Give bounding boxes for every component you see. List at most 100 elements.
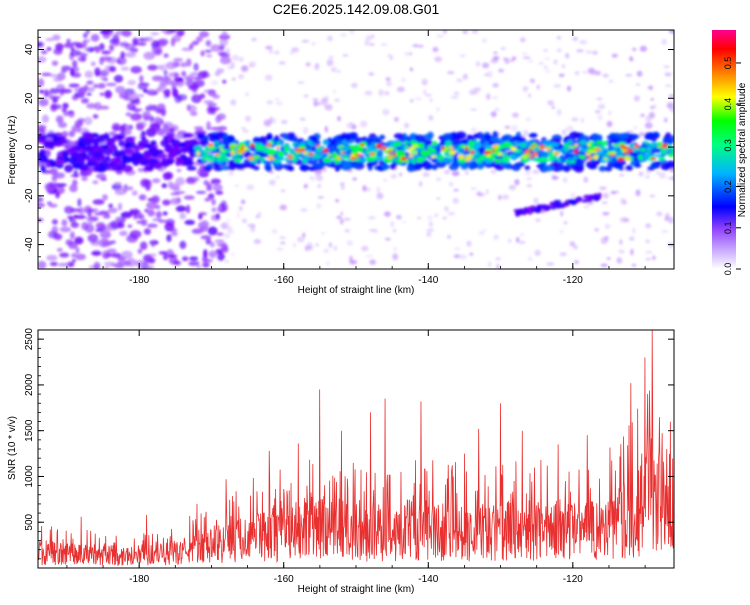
heatmap-cell <box>619 144 625 148</box>
heatmap-cell <box>519 142 528 149</box>
heatmap-cell <box>427 131 434 139</box>
heatmap-cell <box>96 165 107 173</box>
heatmap-cell <box>608 110 612 116</box>
heatmap-cell <box>504 125 511 129</box>
spectrogram-panel: -180 -160 -140 -120 -40 -20 0 20 40 Height of s… <box>7 29 675 296</box>
heatmap-cell <box>101 250 110 260</box>
heatmap-cell <box>404 145 409 149</box>
heatmap-cell <box>337 145 345 148</box>
heatmap-cell <box>137 248 143 254</box>
heatmap-cell <box>287 165 295 172</box>
heatmap-cell <box>251 37 257 42</box>
heatmap-cell <box>71 72 82 78</box>
heatmap-cell <box>78 206 85 215</box>
spectrogram-y-tick-label: 0 <box>24 144 35 150</box>
heatmap-cell <box>130 66 142 74</box>
heatmap-cell <box>492 55 500 61</box>
heatmap-cell <box>165 61 177 70</box>
heatmap-cell <box>38 98 49 107</box>
heatmap-cell <box>107 131 115 137</box>
heatmap-cell <box>323 248 330 253</box>
heatmap-cell <box>286 132 296 138</box>
heatmap-cell <box>280 189 286 192</box>
heatmap-cell <box>486 153 491 157</box>
heatmap-cell <box>235 162 246 170</box>
heatmap-cell <box>61 108 67 113</box>
heatmap-cell <box>655 170 661 175</box>
heatmap-cell <box>471 30 479 34</box>
heatmap-cell <box>521 154 528 159</box>
heatmap-cell <box>70 208 82 213</box>
heatmap-cell <box>326 260 330 266</box>
heatmap-cell <box>504 57 510 65</box>
heatmap-cell <box>120 51 125 59</box>
heatmap-cell <box>385 77 391 81</box>
heatmap-cell <box>383 211 391 217</box>
heatmap-cell <box>124 88 135 95</box>
heatmap-cell <box>476 158 483 164</box>
heatmap-cell <box>170 192 181 196</box>
heatmap-cell <box>160 30 169 33</box>
heatmap-cell <box>469 252 474 256</box>
heatmap-cell <box>655 161 662 166</box>
heatmap-cell <box>406 164 415 172</box>
heatmap-cell <box>55 43 64 51</box>
heatmap-cell <box>231 54 239 61</box>
heatmap-cell <box>592 194 601 199</box>
heatmap-cell <box>588 149 595 154</box>
heatmap-cell <box>202 157 207 162</box>
heatmap-cell <box>99 229 112 239</box>
heatmap-cell <box>315 242 319 247</box>
heatmap-cell <box>278 61 286 65</box>
heatmap-blobs <box>38 30 674 269</box>
heatmap-cell <box>388 146 394 151</box>
heatmap-cell <box>549 154 554 161</box>
heatmap-cell <box>287 154 294 159</box>
heatmap-cell <box>581 144 586 150</box>
heatmap-cell <box>271 117 277 124</box>
heatmap-cell <box>66 148 75 155</box>
heatmap-cell <box>204 49 212 53</box>
heatmap-cell <box>298 153 305 158</box>
heatmap-cell <box>253 166 260 171</box>
heatmap-cell <box>522 86 530 91</box>
heatmap-cell <box>522 56 531 60</box>
heatmap-cell <box>191 40 199 46</box>
heatmap-cell <box>511 56 517 60</box>
heatmap-cell <box>71 125 81 133</box>
spectrogram-y-ticks: -40 -20 0 20 40 <box>24 36 674 270</box>
heatmap-cell <box>192 176 199 180</box>
heatmap-cell <box>240 65 249 72</box>
heatmap-cell <box>484 158 492 164</box>
heatmap-cell <box>101 30 114 34</box>
heatmap-cell <box>514 135 523 141</box>
heatmap-cell <box>94 102 102 111</box>
heatmap-cell <box>486 70 493 78</box>
heatmap-cell <box>303 94 309 98</box>
heatmap-cell <box>190 111 198 117</box>
heatmap-cell <box>312 152 320 157</box>
heatmap-cell <box>151 40 160 49</box>
heatmap-cell <box>147 209 156 217</box>
figure-title: C2E6.2025.142.09.08.G01 <box>273 1 440 17</box>
heatmap-cell <box>341 151 346 154</box>
heatmap-cell <box>64 164 74 173</box>
heatmap-cell <box>208 250 218 259</box>
heatmap-cell <box>646 148 652 153</box>
heatmap-cell <box>647 145 656 149</box>
heatmap-cell <box>470 108 478 111</box>
spectrogram-y-tick-label: 40 <box>24 44 35 56</box>
heatmap-cell <box>469 89 476 96</box>
heatmap-cell <box>233 157 242 163</box>
heatmap-cell <box>307 153 314 156</box>
heatmap-cell <box>633 163 642 168</box>
heatmap-cell <box>202 135 209 143</box>
heatmap-cell <box>212 214 217 219</box>
heatmap-cell <box>160 64 167 72</box>
heatmap-cell <box>235 152 243 157</box>
heatmap-cell <box>241 218 247 224</box>
heatmap-cell <box>83 116 93 126</box>
heatmap-cell <box>271 228 278 235</box>
